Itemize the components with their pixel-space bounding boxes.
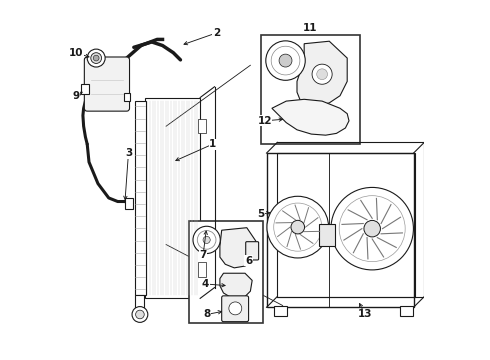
Bar — [274, 306, 287, 316]
Circle shape — [291, 220, 305, 234]
Bar — [198, 119, 206, 134]
Polygon shape — [272, 99, 349, 135]
Text: 13: 13 — [358, 310, 372, 319]
Circle shape — [193, 226, 220, 253]
Bar — [135, 295, 144, 315]
Bar — [124, 93, 130, 101]
Bar — [125, 198, 133, 210]
Bar — [318, 224, 335, 246]
FancyBboxPatch shape — [84, 57, 129, 111]
Text: 6: 6 — [245, 256, 252, 266]
Circle shape — [279, 54, 292, 67]
Circle shape — [267, 196, 329, 258]
Circle shape — [331, 188, 414, 270]
Text: 4: 4 — [202, 279, 209, 289]
Circle shape — [93, 55, 99, 61]
Circle shape — [317, 69, 327, 80]
Text: 12: 12 — [257, 116, 272, 126]
FancyBboxPatch shape — [221, 296, 248, 321]
Text: 11: 11 — [303, 23, 318, 33]
Polygon shape — [297, 41, 347, 107]
Circle shape — [312, 64, 332, 84]
Circle shape — [87, 49, 105, 67]
Circle shape — [266, 41, 305, 80]
Bar — [135, 101, 146, 295]
Bar — [81, 84, 89, 94]
Polygon shape — [220, 228, 256, 268]
Bar — [198, 262, 206, 277]
Circle shape — [274, 203, 322, 251]
Text: 8: 8 — [203, 310, 210, 319]
Text: 2: 2 — [213, 28, 220, 38]
Circle shape — [339, 196, 405, 262]
Text: 5: 5 — [258, 209, 265, 219]
Circle shape — [364, 220, 380, 237]
Circle shape — [229, 302, 242, 315]
Bar — [190, 221, 263, 323]
Text: 3: 3 — [125, 148, 132, 158]
Circle shape — [271, 46, 300, 75]
Bar — [400, 306, 413, 316]
Bar — [277, 153, 416, 297]
Text: 10: 10 — [69, 48, 83, 58]
Polygon shape — [220, 273, 252, 298]
Bar — [261, 35, 360, 144]
Circle shape — [197, 230, 216, 249]
Text: 1: 1 — [209, 139, 217, 149]
Text: 9: 9 — [72, 91, 79, 101]
Text: 7: 7 — [199, 250, 207, 260]
Circle shape — [203, 236, 210, 243]
Circle shape — [136, 310, 144, 319]
Circle shape — [132, 307, 148, 322]
FancyBboxPatch shape — [245, 242, 259, 260]
Circle shape — [91, 53, 101, 63]
Bar — [145, 98, 200, 298]
